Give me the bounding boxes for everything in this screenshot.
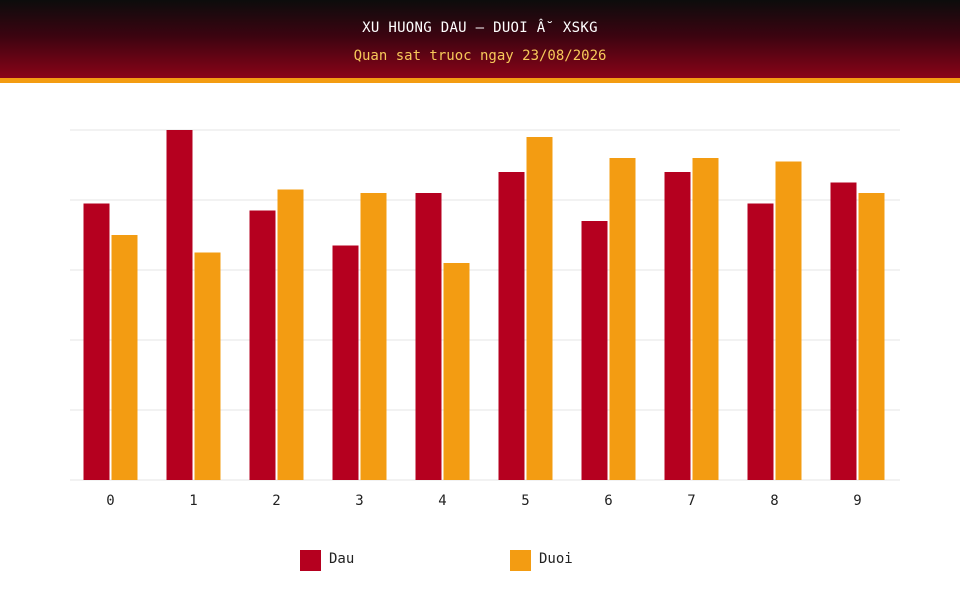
bar-dau-8: [747, 203, 774, 480]
bar-dau-4: [415, 193, 442, 480]
bar-dau-2: [249, 210, 276, 480]
x-tick-label: 3: [355, 493, 363, 509]
x-tick-label: 7: [687, 493, 695, 509]
bar-duoi-7: [692, 158, 719, 480]
bar-duoi-8: [775, 161, 802, 480]
x-tick-label: 1: [189, 493, 197, 509]
x-tick-label: 2: [272, 493, 280, 509]
legend-label-dau: Dau: [329, 551, 355, 567]
bar-duoi-4: [443, 263, 470, 480]
x-tick-label: 6: [604, 493, 612, 509]
bar-duoi-2: [277, 189, 304, 480]
x-tick-label: 4: [438, 493, 446, 509]
bar-dau-7: [664, 172, 691, 480]
chart-header: [0, 0, 960, 78]
bar-dau-9: [830, 182, 857, 480]
x-tick-label: 8: [770, 493, 778, 509]
bar-dau-1: [166, 130, 193, 480]
bar-duoi-0: [111, 235, 138, 480]
bar-dau-3: [332, 245, 359, 480]
x-tick-label: 5: [521, 493, 529, 509]
bar-duoi-6: [609, 158, 636, 480]
bar-dau-5: [498, 172, 525, 480]
chart-subtitle: Quan sat truoc ngay 23/08/2026: [353, 48, 607, 64]
bar-duoi-3: [360, 193, 387, 480]
bar-duoi-1: [194, 252, 221, 480]
bar-dau-0: [83, 203, 110, 480]
bar-duoi-9: [858, 193, 885, 480]
bar-dau-6: [581, 221, 608, 480]
legend-swatch-duoi: [510, 550, 531, 571]
header-accent-stripe: [0, 78, 960, 83]
x-tick-label: 0: [106, 493, 114, 509]
legend-swatch-dau: [300, 550, 321, 571]
x-tick-label: 9: [853, 493, 861, 509]
chart-title: XU HUONG DAU – DUOI Â˘ XSKG: [362, 20, 598, 36]
legend-label-duoi: Duoi: [539, 551, 573, 567]
bar-duoi-5: [526, 137, 553, 480]
